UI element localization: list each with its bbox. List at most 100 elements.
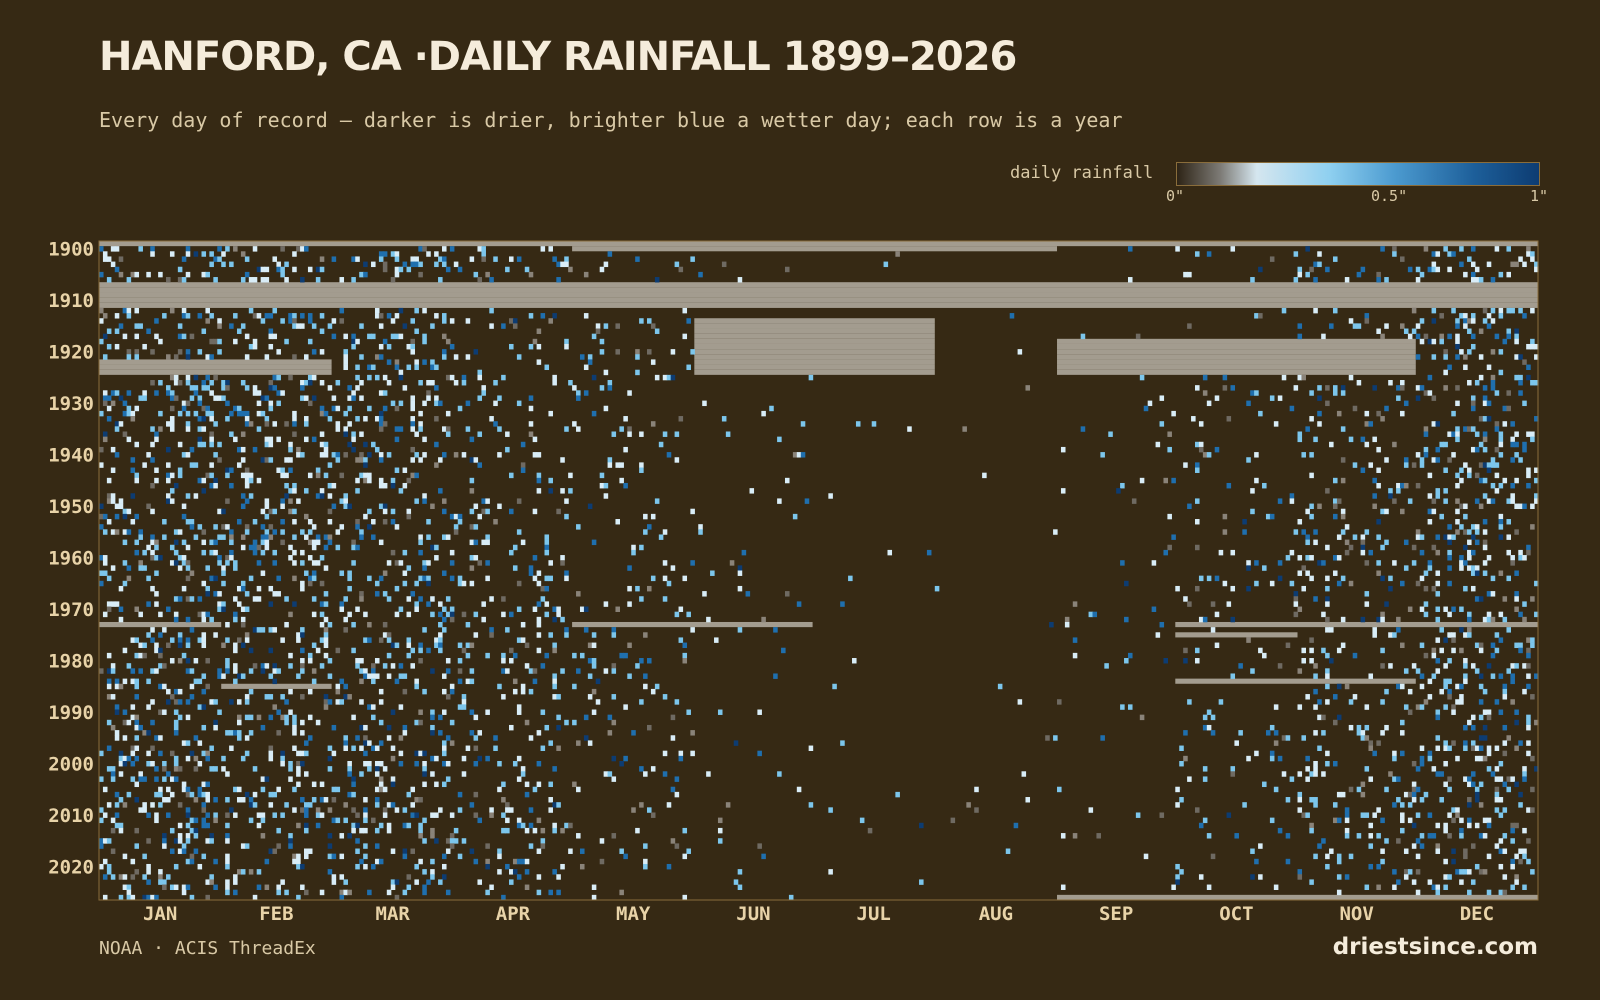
rain-day-cell: [418, 246, 423, 252]
rain-day-cell: [587, 642, 593, 649]
rain-day-cell: [441, 354, 447, 360]
rain-day-cell: [154, 591, 159, 597]
rain-day-cell: [1534, 266, 1539, 273]
rain-day-cell: [457, 575, 463, 582]
rain-day-cell: [650, 688, 656, 695]
rain-day-cell: [1360, 544, 1366, 551]
rain-day-cell: [1470, 246, 1476, 252]
rain-day-cell: [323, 642, 329, 649]
rain-day-cell: [1534, 467, 1539, 473]
rain-day-cell: [1305, 508, 1310, 515]
rain-day-cell: [1305, 812, 1310, 818]
rain-day-cell: [430, 364, 435, 371]
rain-day-cell: [611, 668, 617, 674]
rain-day-cell: [1526, 549, 1531, 556]
rain-day-cell: [307, 539, 313, 546]
rain-day-cell: [189, 446, 195, 453]
rain-day-cell: [1135, 333, 1141, 340]
rain-day-cell: [1127, 704, 1133, 710]
rain-day-cell: [311, 349, 317, 355]
rain-day-cell: [193, 755, 199, 762]
rain-day-cell: [189, 827, 195, 834]
y-tick-label: 1930: [48, 393, 94, 415]
rain-day-cell: [1463, 271, 1468, 278]
rain-day-cell: [264, 266, 270, 273]
rain-day-cell: [221, 606, 226, 612]
rain-day-cell: [552, 380, 557, 386]
rain-day-cell: [1498, 441, 1504, 448]
rain-day-cell: [292, 313, 297, 319]
rain-day-cell: [122, 307, 128, 314]
rain-day-cell: [434, 385, 439, 391]
rain-day-cell: [469, 709, 475, 715]
rain-day-cell: [276, 575, 281, 582]
rain-day-cell: [1455, 436, 1460, 443]
rain-day-cell: [394, 271, 400, 278]
rain-day-cell: [252, 390, 258, 396]
rain-day-cell: [1526, 482, 1531, 489]
rain-day-cell: [564, 338, 569, 345]
rain-day-cell: [311, 539, 317, 546]
rain-day-cell: [457, 580, 463, 587]
rain-day-cell: [209, 549, 214, 556]
rain-day-cell: [524, 642, 530, 649]
rain-day-cell: [449, 833, 455, 839]
rain-day-cell: [1195, 519, 1200, 525]
rain-day-cell: [406, 596, 412, 602]
rain-day-cell: [130, 678, 136, 685]
rain-day-cell: [213, 524, 218, 530]
rain-day-cell: [1230, 549, 1236, 556]
rain-day-cell: [256, 884, 262, 891]
rain-day-cell: [363, 724, 368, 731]
rain-day-cell: [568, 488, 573, 494]
rain-day-cell: [122, 760, 128, 767]
rain-day-cell: [591, 688, 597, 695]
rain-day-cell: [524, 719, 530, 726]
brand-link[interactable]: driestsince.com: [1332, 934, 1538, 960]
rain-day-cell: [512, 688, 518, 695]
rain-day-cell: [477, 395, 483, 401]
rain-day-cell: [386, 889, 392, 896]
rain-day-cell: [304, 802, 309, 808]
rain-day-cell: [1518, 374, 1523, 381]
rain-day-cell: [256, 390, 262, 396]
rain-day-cell: [1325, 400, 1330, 407]
rain-day-cell: [134, 349, 140, 355]
rain-day-cell: [505, 266, 510, 273]
rain-day-cell: [378, 719, 384, 726]
rain-day-cell: [185, 755, 191, 762]
rain-day-cell: [213, 256, 218, 262]
rain-day-cell: [623, 482, 628, 489]
rain-day-cell: [1451, 251, 1456, 257]
rain-day-cell: [300, 863, 305, 870]
rain-day-cell: [304, 421, 309, 427]
rain-day-cell: [832, 683, 837, 690]
rain-day-cell: [359, 452, 364, 458]
rain-day-cell: [1518, 457, 1523, 463]
rain-day-cell: [130, 776, 136, 782]
rain-day-cell: [106, 606, 112, 612]
rain-day-cell: [497, 786, 502, 793]
rain-day-cell: [394, 313, 400, 319]
rain-day-cell: [1463, 853, 1468, 860]
rain-day-cell: [1463, 632, 1468, 638]
rain-day-cell: [225, 822, 230, 829]
rain-day-cell: [374, 580, 380, 587]
rain-day-cell: [1080, 333, 1086, 340]
rain-day-cell: [1254, 477, 1259, 484]
rain-day-cell: [1277, 663, 1283, 669]
rain-day-cell: [1336, 714, 1342, 721]
rain-day-cell: [773, 627, 778, 633]
rain-day-cell: [150, 802, 155, 808]
rain-day-cell: [355, 364, 360, 371]
rain-day-cell: [1510, 838, 1515, 844]
rain-day-cell: [516, 709, 522, 715]
rain-day-cell: [1470, 261, 1476, 268]
rain-day-cell: [1502, 477, 1508, 484]
rain-day-cell: [394, 364, 400, 371]
missing-data-cell: [1057, 364, 1416, 370]
rain-day-cell: [280, 750, 285, 757]
rain-day-cell: [130, 858, 136, 865]
rain-day-cell: [623, 755, 628, 762]
rain-day-cell: [296, 894, 301, 901]
